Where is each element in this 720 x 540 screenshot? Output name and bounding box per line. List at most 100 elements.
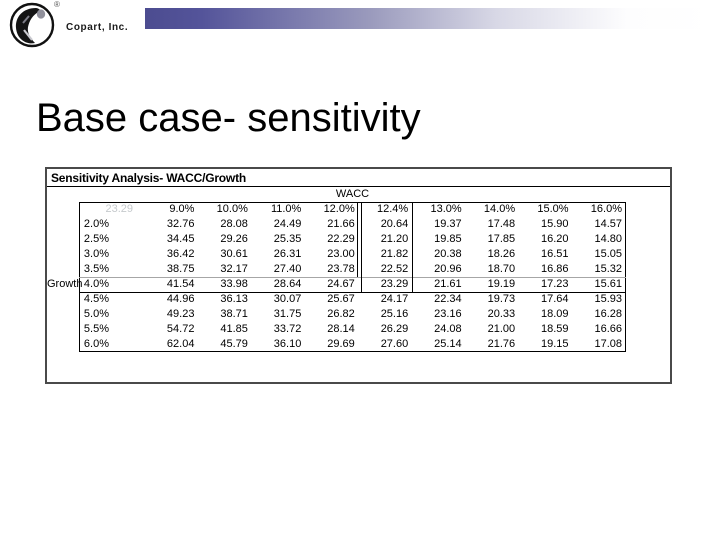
table-value-cell: 30.07 [273,293,302,305]
table-value-cell: 36.10 [273,338,302,350]
table-value-cell: 18.59 [541,323,569,335]
panel-title: Sensitivity Analysis- WACC/Growth [51,171,246,185]
table-value-cell: 15.32 [594,263,622,275]
table-value-cell: 54.72 [166,323,195,335]
table-value-cell: 38.75 [166,263,195,275]
logo-company-name: Copart, Inc. [66,22,129,33]
table-value-cell: 22.34 [434,293,462,305]
table-value-cell: 24.08 [434,323,462,335]
table-value-cell: 17.85 [487,233,516,245]
table-value-cell: 41.85 [220,323,248,335]
table-value-cell: 16.51 [541,248,569,260]
table-value-cell: 33.72 [273,323,302,335]
wacc-header-cell-1: 10.0% [216,203,248,215]
table-value-cell: 15.90 [541,218,569,230]
table-value-cell: 18.70 [487,263,516,275]
table-value-cell: 23.16 [434,308,462,320]
table-value-cell: 34.45 [166,233,195,245]
table-value-cell: 23.00 [327,248,355,260]
table-value-cell: 32.76 [166,218,195,230]
growth-row-label-6: 5.0% [83,308,109,320]
registered-trademark-icon: ® [54,0,60,9]
table-value-cell: 19.15 [541,338,569,350]
table-value-cell: 17.48 [487,218,516,230]
table-value-cell: 21.76 [487,338,516,350]
table-value-cell: 17.08 [594,338,622,350]
table-value-cell: 36.42 [166,248,195,260]
table-value-cell: 19.73 [487,293,516,305]
copart-logo: ® Copart, Inc. [8,0,148,51]
table-value-cell: 31.75 [273,308,302,320]
sensitivity-analysis-panel: Sensitivity Analysis- WACC/Growth WACC G… [45,167,672,384]
table-value-cell: 44.96 [166,293,195,305]
sensitivity-table: 23.29 9.0% 10.0% 11.0% 12.0% 12.4% 13.0% 14.0% 1… [79,202,626,352]
table-value-cell: 21.20 [380,233,409,245]
growth-row-label-7: 5.5% [83,323,109,335]
table-value-cell: 36.13 [220,293,248,305]
table-value-cell: 27.60 [380,338,409,350]
table-value-cell: 21.66 [327,218,355,230]
table-value-cell: 15.93 [594,293,622,305]
wacc-header-cell-8: 16.0% [590,203,622,215]
table-value-cell: 38.71 [220,308,248,320]
growth-row-label-3: 3.5% [83,263,109,275]
table-value-cell: 27.40 [273,263,302,275]
table-value-cell: 17.23 [541,278,569,290]
wacc-header-cell-7: 15.0% [537,203,569,215]
wacc-header-cell-6: 14.0% [483,203,516,215]
table-value-cell: 41.54 [166,278,195,290]
wacc-header-cell-5: 13.0% [430,203,462,215]
table-value-cell: 16.86 [541,263,569,275]
table-value-cell: 18.26 [487,248,516,260]
table-value-cell: 20.96 [434,263,462,275]
table-value-cell: 16.28 [594,308,622,320]
growth-row-label-4: 4.0% [83,278,109,290]
table-value-cell: 22.29 [327,233,355,245]
growth-row-label-0: 2.0% [83,218,109,230]
wacc-header-cell-4: 12.4% [377,203,409,215]
table-value-cell: 28.08 [220,218,248,230]
table-value-cell: 22.52 [380,263,409,275]
table-value-cell: 24.49 [273,218,302,230]
table-value-cell: 20.64 [380,218,409,230]
table-value-cell: 26.31 [273,248,302,260]
wacc-header-cell-0: 9.0% [169,203,195,215]
growth-row-label-2: 3.0% [83,248,109,260]
growth-row-label-5: 4.5% [83,293,109,305]
slide-title: Base case- sensitivity [36,95,421,140]
table-value-cell: 14.57 [594,218,622,230]
growth-axis-label: Growth [47,278,83,290]
table-value-cell: 19.37 [434,218,462,230]
table-value-cell: 17.64 [541,293,569,305]
table-value-cell: 26.29 [380,323,409,335]
table-value-cell: 23.29 [380,278,409,290]
wacc-header-cell-3: 12.0% [323,203,355,215]
table-value-cell: 25.16 [380,308,409,320]
table-value-cell: 32.17 [220,263,248,275]
table-value-cell: 15.05 [594,248,622,260]
table-value-cell: 33.98 [220,278,248,290]
table-value-cell: 20.33 [487,308,516,320]
table-value-cell: 18.09 [541,308,569,320]
panel-title-rule [47,186,670,187]
growth-row-label-1: 2.5% [83,233,109,245]
table-value-cell: 24.67 [327,278,355,290]
table-value-cell: 21.61 [434,278,462,290]
table-value-cell: 26.82 [327,308,355,320]
table-value-cell: 49.23 [166,308,195,320]
table-value-cell: 20.38 [434,248,462,260]
table-value-cell: 19.85 [434,233,462,245]
table-value-cell: 23.78 [327,263,355,275]
wacc-axis-label: WACC [335,188,370,200]
table-value-cell: 29.26 [220,233,248,245]
table-value-cell: 30.61 [220,248,248,260]
table-value-cell: 16.66 [594,323,622,335]
table-value-cell: 29.69 [327,338,355,350]
table-corner-value: 23.29 [105,203,133,215]
table-value-cell: 21.00 [487,323,516,335]
table-value-cell: 19.19 [487,278,516,290]
table-value-cell: 25.35 [273,233,302,245]
table-value-cell: 25.14 [434,338,462,350]
table-value-cell: 14.80 [594,233,622,245]
